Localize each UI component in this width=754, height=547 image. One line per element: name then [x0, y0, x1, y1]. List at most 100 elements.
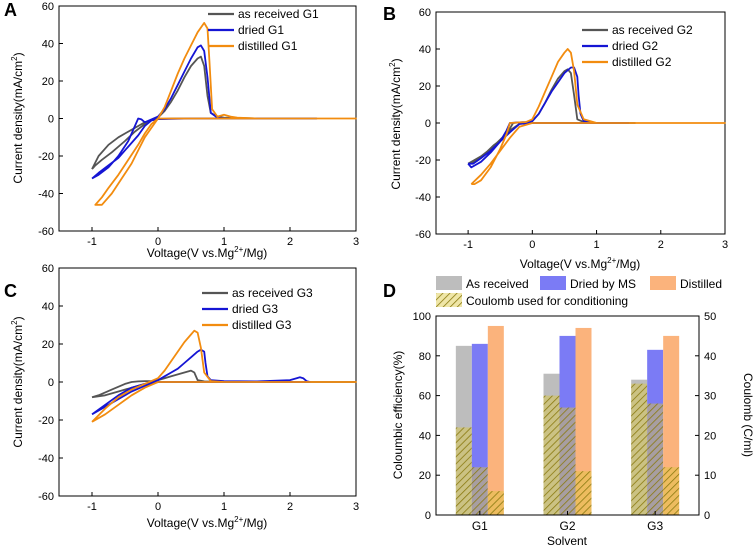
panel-a-ylabel: Current density(mA/cm2)	[10, 52, 25, 183]
y-tick-label: 20	[419, 470, 431, 482]
panel-c: C -1 0 1 2 3 -60 -40 -20 0 20 40 60 Voltage(V vs.Mg…	[4, 263, 359, 530]
y-right-tick-label: 10	[704, 470, 716, 482]
legend-label: dried G1	[238, 23, 284, 37]
category-label: G2	[559, 519, 575, 533]
panel-b-legend: as received G2 dried G2 distilled G2	[582, 23, 693, 69]
bar-distilled	[487, 325, 504, 515]
y-tick-label: 60	[42, 1, 54, 13]
y-tick-label: 60	[42, 263, 54, 275]
legend-label: distilled G2	[612, 55, 672, 69]
x-tick-label: -1	[87, 501, 97, 513]
series-line-as-received-g1	[91, 55, 318, 170]
panel-letter-c: C	[4, 281, 17, 301]
panel-letter-b: B	[383, 4, 396, 24]
y-tick-label: 20	[419, 81, 431, 93]
y-tick-label: 60	[419, 7, 431, 19]
y-tick-label: 0	[425, 510, 431, 522]
x-tick-label: 2	[658, 239, 664, 251]
y-tick-label: 40	[419, 44, 431, 56]
x-tick-label: 0	[529, 239, 535, 251]
panel-d-legend: As received Dried by MS Distilled Coulomb u…	[436, 276, 722, 308]
legend-label: as received G3	[232, 286, 313, 300]
x-tick-label: 2	[287, 501, 293, 513]
y-tick-label: -20	[38, 151, 54, 163]
panel-letter-a: A	[4, 0, 17, 20]
y-tick-label: -40	[38, 453, 54, 465]
panel-c-legend: as received G3 dried G3 distilled G3	[202, 286, 313, 332]
y-tick-label: -60	[415, 229, 431, 241]
panel-d-xlabel: Solvent	[547, 534, 588, 547]
y-right-tick-label: 50	[704, 311, 716, 323]
legend-swatch-hatch	[436, 293, 462, 307]
y-tick-label: 0	[48, 114, 54, 126]
y-tick-label: 40	[42, 301, 54, 313]
series-line-dried-g1	[91, 44, 318, 180]
x-tick-label: 3	[722, 239, 728, 251]
y-right-tick-label: 0	[704, 510, 710, 522]
y-tick-label: 100	[413, 311, 431, 323]
panel-d: D As received Dried by MS Distilled Coulomb…	[383, 276, 754, 547]
y-tick-label: -60	[38, 226, 54, 238]
x-tick-label: 3	[353, 236, 359, 248]
panel-d-ylabel-left: Coloumbic efficiency(%)	[391, 351, 405, 480]
y-tick-label: -40	[415, 192, 431, 204]
coulomb-hatch-bar	[559, 407, 576, 515]
legend-label: Distilled	[680, 277, 722, 291]
legend-label: dried G3	[232, 302, 278, 316]
coulomb-hatch-bar	[455, 427, 472, 515]
series-line-distilled-g3	[91, 329, 357, 423]
legend-swatch	[436, 276, 462, 290]
category-label: G3	[647, 519, 663, 533]
y-tick-label: -60	[38, 491, 54, 503]
y-tick-label: 0	[48, 377, 54, 389]
panel-a-xlabel: Voltage(V vs.Mg2+/Mg)	[147, 245, 268, 260]
coulomb-hatch-bar	[663, 467, 680, 515]
y-tick-label: 40	[419, 430, 431, 442]
y-tick-label: 80	[419, 351, 431, 363]
category-label: G1	[472, 519, 488, 533]
legend-label: dried G2	[612, 39, 658, 53]
panel-b-ylabel: Current density(mA/cm2)	[388, 58, 403, 189]
x-tick-label: 2	[287, 236, 293, 248]
y-tick-label: -20	[415, 155, 431, 167]
x-tick-label: -1	[87, 236, 97, 248]
x-tick-label: 0	[155, 501, 161, 513]
panel-letter-d: D	[383, 281, 396, 301]
coulomb-hatch-bar	[487, 491, 504, 515]
series-line-distilled-g1	[94, 21, 357, 206]
series-line-as-received-g2	[467, 68, 636, 165]
legend-swatch	[650, 276, 676, 290]
panel-d-ylabel-right: Coulomb (C/ml)	[741, 373, 754, 457]
legend-label: as received G1	[238, 7, 319, 21]
bar-distilled	[575, 327, 592, 515]
x-tick-label: 1	[221, 236, 227, 248]
y-tick-label: -40	[38, 189, 54, 201]
legend-label: as received G2	[612, 23, 693, 37]
y-tick-label: 20	[42, 339, 54, 351]
coulomb-hatch-bar	[647, 403, 664, 515]
panel-a: A -1 0 1 2 3 -60 -40 -20 0 20 40 60 Voltage(V vs.Mg…	[4, 0, 359, 260]
coulomb-hatch-bar	[575, 471, 592, 515]
x-tick-label: 1	[593, 239, 599, 251]
y-right-tick-label: 30	[704, 391, 716, 403]
y-tick-label: 40	[42, 39, 54, 51]
y-tick-label: 20	[42, 76, 54, 88]
legend-label: distilled G1	[238, 39, 298, 53]
legend-label: Dried by MS	[570, 277, 636, 291]
x-tick-label: 0	[155, 236, 161, 248]
legend-label: As received	[466, 277, 529, 291]
x-tick-label: 1	[221, 501, 227, 513]
y-right-tick-label: 20	[704, 430, 716, 442]
legend-label: distilled G3	[232, 318, 292, 332]
x-tick-label: 3	[353, 501, 359, 513]
series-line-distilled-g2	[470, 48, 726, 186]
legend-label: Coulomb used for conditioning	[466, 294, 628, 308]
series-line-as-received-g3	[91, 369, 357, 399]
coulomb-hatch-bar	[543, 395, 560, 515]
panel-c-ylabel: Current density(mA/cm2)	[10, 316, 25, 447]
y-tick-label: 60	[419, 391, 431, 403]
panel-b: B -1 0 1 2 3 -60 -40 -20 0 20 40 60 Voltage(V vs.Mg…	[383, 4, 728, 271]
coulomb-hatch-bar	[471, 467, 488, 515]
panel-c-xlabel: Voltage(V vs.Mg2+/Mg)	[147, 515, 268, 530]
